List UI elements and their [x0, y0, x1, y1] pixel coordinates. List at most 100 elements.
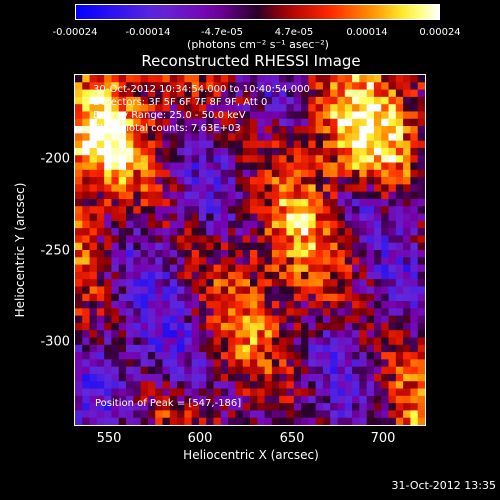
- heatmap-cell: [118, 177, 127, 185]
- heatmap-cell: [257, 403, 265, 411]
- colorbar: [75, 4, 440, 20]
- heatmap-cell: [118, 395, 127, 404]
- heatmap-cell: [286, 250, 295, 258]
- heatmap-cell: [417, 279, 425, 287]
- heatmap-cell: [155, 198, 163, 207]
- heatmap-cell: [126, 366, 134, 375]
- heatmap-cell: [104, 388, 112, 397]
- heatmap-cell: [220, 235, 229, 244]
- heatmap-cell: [381, 403, 389, 411]
- heatmap-cell: [301, 403, 309, 411]
- heatmap-cell: [410, 96, 419, 105]
- heatmap-cell: [169, 330, 178, 338]
- heatmap-cell: [147, 147, 156, 156]
- heatmap-cell: [169, 322, 178, 331]
- heatmap-cell: [184, 133, 193, 142]
- heatmap-cell: [104, 169, 112, 178]
- heatmap-cell: [111, 206, 120, 214]
- heatmap-cell: [198, 373, 207, 382]
- heatmap-cell: [359, 118, 368, 127]
- heatmap-cell: [366, 373, 375, 382]
- heatmap-cell: [140, 118, 149, 127]
- heatmap-cell: [293, 250, 302, 258]
- heatmap-cell: [388, 169, 397, 178]
- heatmap-cell: [133, 403, 142, 411]
- heatmap-cell: [417, 322, 425, 331]
- heatmap-cell: [206, 286, 214, 295]
- colorbar-units: (photons cm⁻² s⁻¹ asec⁻²): [187, 38, 329, 51]
- heatmap-cell: [126, 191, 134, 200]
- heatmap-cell: [198, 271, 207, 280]
- heatmap-cell: [279, 344, 287, 353]
- heatmap-cell: [344, 381, 353, 389]
- heatmap-cell: [344, 133, 353, 142]
- heatmap-cell: [286, 118, 295, 127]
- heatmap-cell: [286, 301, 295, 309]
- heatmap-cell: [410, 235, 419, 244]
- heatmap-cell: [213, 308, 222, 317]
- heatmap-cell: [250, 220, 258, 229]
- heatmap-cell: [257, 191, 265, 200]
- heatmap-cell: [366, 177, 375, 185]
- heatmap-cell: [286, 271, 295, 280]
- heatmap-cell: [315, 293, 324, 302]
- heatmap-cell: [410, 410, 419, 419]
- heatmap-cell: [373, 352, 382, 360]
- heatmap-cell: [344, 147, 353, 156]
- heatmap-cell: [133, 344, 142, 353]
- heatmap-cell: [264, 198, 273, 207]
- heatmap-cell: [279, 228, 287, 236]
- heatmap-cell: [410, 89, 419, 98]
- heatmap-cell: [155, 206, 163, 214]
- heatmap-cell: [271, 177, 280, 185]
- heatmap-cell: [264, 96, 273, 105]
- heatmap-cell: [177, 147, 185, 156]
- heatmap-cell: [344, 352, 353, 360]
- heatmap-cell: [104, 381, 112, 389]
- heatmap-cell: [403, 322, 411, 331]
- heatmap-cell: [315, 155, 324, 163]
- heatmap-cell: [220, 395, 229, 404]
- heatmap-cell: [191, 111, 200, 120]
- heatmap-cell: [155, 373, 163, 382]
- heatmap-cell: [373, 126, 382, 134]
- heatmap-cell: [89, 198, 98, 207]
- heatmap-cell: [111, 271, 120, 280]
- heatmap-cell: [169, 301, 178, 309]
- heatmap-cell: [388, 111, 397, 120]
- heatmap-cell: [403, 271, 411, 280]
- heatmap-cell: [359, 213, 368, 222]
- heatmap-cell: [381, 198, 389, 207]
- heatmap-cell: [147, 169, 156, 178]
- heatmap-cell: [198, 417, 207, 425]
- heatmap-cell: [359, 169, 368, 178]
- heatmap-cell: [198, 155, 207, 163]
- heatmap-cell: [395, 286, 404, 295]
- heatmap-cell: [315, 140, 324, 149]
- heatmap-cell: [242, 264, 251, 273]
- heatmap-cell: [322, 250, 331, 258]
- heatmap-cell: [75, 381, 83, 389]
- heatmap-cell: [111, 410, 120, 419]
- heatmap-cell: [373, 111, 382, 120]
- heatmap-cell: [133, 140, 142, 149]
- heatmap-cell: [169, 177, 178, 185]
- heatmap-cell: [242, 82, 251, 90]
- heatmap-cell: [301, 118, 309, 127]
- heatmap-cell: [191, 271, 200, 280]
- heatmap-cell: [308, 133, 317, 142]
- heatmap-cell: [257, 198, 265, 207]
- heatmap-cell: [235, 82, 244, 90]
- heatmap-cell: [410, 213, 419, 222]
- heatmap-cell: [293, 169, 302, 178]
- heatmap-cell: [147, 373, 156, 382]
- heatmap-cell: [126, 308, 134, 317]
- heatmap-cell: [213, 184, 222, 193]
- heatmap-cell: [315, 359, 324, 368]
- heatmap-cell: [352, 104, 360, 112]
- heatmap-cell: [293, 126, 302, 134]
- heatmap-cell: [403, 228, 411, 236]
- heatmap-cell: [344, 220, 353, 229]
- heatmap-cell: [242, 381, 251, 389]
- heatmap-cell: [395, 359, 404, 368]
